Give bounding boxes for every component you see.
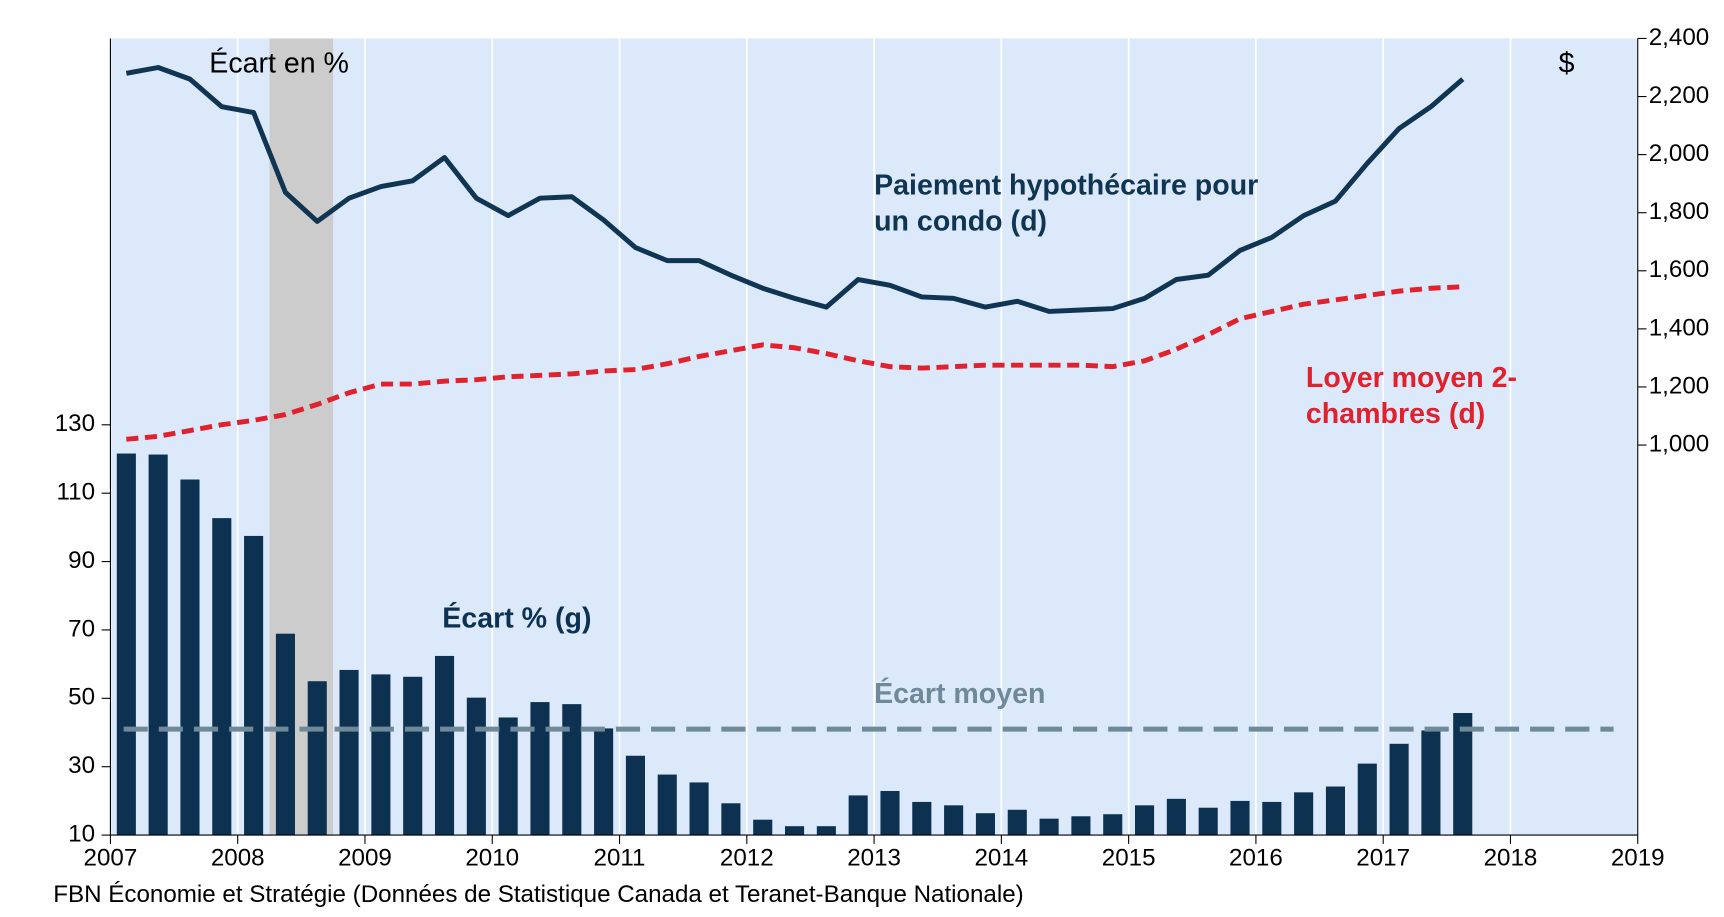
x-tick-label: 2013 bbox=[847, 845, 901, 872]
source: FBN Économie et Stratégie (Données de St… bbox=[53, 881, 1023, 908]
bar bbox=[816, 826, 836, 836]
bar bbox=[403, 676, 423, 836]
bar bbox=[116, 453, 136, 836]
bar bbox=[657, 774, 677, 836]
y2-tick-label: 1,800 bbox=[1649, 198, 1709, 225]
bar bbox=[880, 790, 900, 836]
bar bbox=[244, 535, 264, 836]
bar bbox=[1007, 809, 1027, 836]
bar bbox=[180, 479, 200, 836]
x-tick-label: 2012 bbox=[720, 845, 774, 872]
reference-label: Écart moyen bbox=[874, 678, 1045, 710]
y2-tick-label: 1,000 bbox=[1649, 430, 1709, 457]
bar bbox=[912, 801, 932, 836]
series-label-text: Paiement hypothécaire pour un condo (d) bbox=[874, 168, 1259, 238]
bar bbox=[689, 782, 709, 836]
y-tick-label: 70 bbox=[68, 615, 95, 642]
bar bbox=[1230, 800, 1250, 836]
series-label: Loyer moyen 2-chambres (d) bbox=[1305, 360, 1518, 430]
x-tick-label: 2009 bbox=[338, 845, 392, 872]
bar bbox=[148, 454, 168, 836]
annotation: $ bbox=[1559, 47, 1575, 79]
bar bbox=[434, 655, 455, 836]
bar bbox=[1262, 801, 1282, 836]
bar bbox=[339, 669, 359, 836]
bar bbox=[212, 518, 232, 836]
y-tick-label: 130 bbox=[55, 410, 95, 437]
bar bbox=[1039, 818, 1059, 836]
x-tick-label: 2010 bbox=[465, 845, 519, 872]
y2-tick-label: 1,200 bbox=[1649, 372, 1709, 399]
x-tick-label: 2016 bbox=[1229, 845, 1283, 872]
bar bbox=[721, 803, 741, 836]
line-series bbox=[125, 65, 1465, 314]
line-series bbox=[126, 284, 1463, 442]
bar bbox=[562, 704, 582, 836]
bar bbox=[753, 819, 773, 836]
x-tick-label: 2011 bbox=[594, 845, 646, 872]
x-tick-label: 2014 bbox=[974, 845, 1028, 872]
x-tick-label: 2018 bbox=[1484, 845, 1538, 872]
y-tick-label: 90 bbox=[68, 547, 95, 574]
bar bbox=[371, 674, 391, 836]
series-label-text: Loyer moyen 2-chambres (d) bbox=[1305, 360, 1518, 430]
y2-tick-label: 1,400 bbox=[1649, 314, 1709, 341]
y2-tick-label: 2,200 bbox=[1649, 82, 1709, 109]
bar bbox=[625, 755, 645, 836]
y-tick-label: 110 bbox=[57, 479, 96, 506]
bar bbox=[498, 717, 518, 836]
bar bbox=[1071, 816, 1091, 836]
bar bbox=[594, 728, 614, 836]
bar bbox=[1198, 807, 1218, 836]
bar bbox=[1135, 805, 1155, 836]
annotation: Écart en % bbox=[209, 47, 349, 79]
bar bbox=[784, 826, 805, 836]
x-tick-label: 2008 bbox=[211, 845, 265, 872]
bar bbox=[307, 681, 327, 836]
bar bbox=[1294, 792, 1314, 836]
y2-tick-label: 2,000 bbox=[1649, 140, 1709, 167]
bar bbox=[275, 633, 295, 836]
x-tick-label: 2019 bbox=[1611, 845, 1665, 872]
bar bbox=[848, 795, 868, 836]
bar bbox=[1103, 814, 1123, 836]
bar bbox=[466, 697, 486, 836]
bar bbox=[975, 813, 995, 836]
y-tick-label: 50 bbox=[68, 684, 95, 711]
bar bbox=[1357, 763, 1377, 836]
series-label: Écart % (g) bbox=[442, 601, 592, 635]
y-tick-label: 10 bbox=[68, 820, 95, 847]
y2-tick-label: 2,400 bbox=[1649, 24, 1709, 51]
y-tick-label: 30 bbox=[68, 752, 95, 779]
bar bbox=[1421, 730, 1441, 836]
bar bbox=[1325, 786, 1346, 836]
y2-tick-label: 1,600 bbox=[1649, 256, 1709, 283]
x-tick-label: 2007 bbox=[84, 845, 138, 872]
bar bbox=[1389, 743, 1409, 836]
x-tick-label: 2017 bbox=[1356, 845, 1410, 872]
bar bbox=[944, 805, 964, 836]
series-label-text: Écart % (g) bbox=[442, 601, 592, 635]
bar bbox=[530, 702, 550, 836]
bar bbox=[1453, 713, 1473, 836]
series-label: Paiement hypothécaire pour un condo (d) bbox=[874, 168, 1259, 238]
x-tick-label: 2015 bbox=[1102, 845, 1156, 872]
bar bbox=[1166, 798, 1186, 836]
